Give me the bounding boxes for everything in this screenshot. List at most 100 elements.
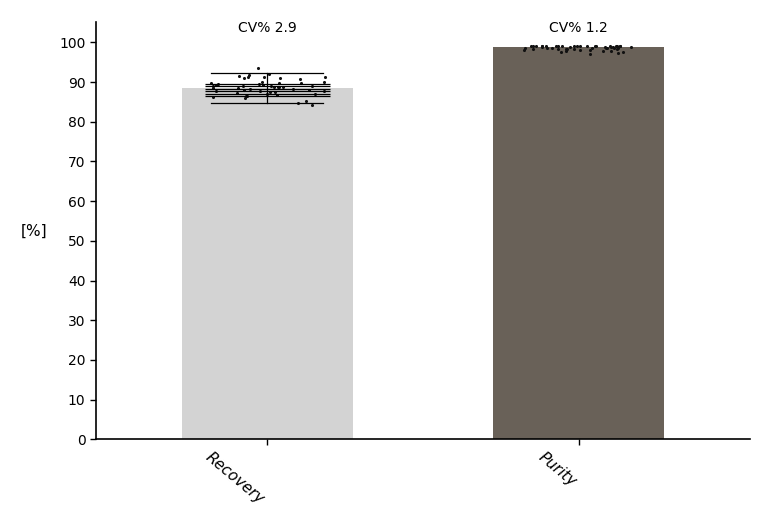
Point [207, 82, 219, 90]
Point [550, 42, 562, 50]
Point [257, 81, 269, 90]
Point [561, 45, 573, 53]
Point [240, 92, 252, 100]
Point [545, 44, 557, 52]
Point [303, 86, 315, 94]
Point [560, 47, 572, 55]
Point [231, 84, 244, 92]
Point [242, 73, 254, 82]
Point [306, 100, 318, 109]
Point [611, 41, 623, 50]
Point [608, 44, 620, 52]
Point [309, 90, 322, 98]
Point [604, 41, 617, 50]
Point [535, 43, 547, 51]
Text: CV% 2.9: CV% 2.9 [238, 21, 297, 35]
Point [239, 93, 251, 102]
Point [518, 45, 530, 54]
Point [210, 87, 222, 95]
Point [611, 44, 624, 52]
Point [530, 42, 542, 50]
Point [611, 49, 624, 58]
Point [306, 81, 318, 90]
Point [265, 81, 278, 90]
Point [625, 43, 638, 51]
Point [586, 43, 598, 52]
Point [287, 85, 299, 93]
Point [527, 41, 540, 50]
Y-axis label: [%]: [%] [21, 223, 48, 239]
Point [258, 73, 271, 81]
Point [272, 83, 284, 91]
Point [581, 41, 593, 50]
Point [318, 78, 330, 87]
Point [611, 44, 624, 53]
Point [554, 48, 567, 56]
Point [589, 41, 601, 50]
Point [251, 63, 264, 72]
Point [292, 98, 305, 107]
Point [590, 41, 602, 50]
Point [207, 84, 219, 92]
Point [567, 44, 580, 53]
Point [525, 41, 537, 50]
Point [527, 45, 540, 53]
Point [243, 71, 255, 80]
Point [610, 41, 622, 50]
Point [604, 42, 617, 51]
Point [614, 42, 626, 50]
Point [604, 46, 617, 55]
Point [601, 44, 613, 52]
Point [233, 72, 245, 80]
Point [617, 48, 629, 56]
Point [564, 42, 576, 51]
Point [244, 85, 257, 93]
Point [568, 41, 581, 50]
Point [261, 90, 273, 98]
Point [584, 49, 596, 58]
Point [274, 74, 286, 83]
Point [574, 45, 587, 54]
Point [271, 90, 283, 99]
Point [273, 83, 285, 91]
Point [211, 80, 224, 89]
Point [253, 80, 265, 88]
Text: CV% 1.2: CV% 1.2 [550, 21, 608, 35]
Point [300, 97, 312, 105]
Point [551, 41, 564, 50]
Point [237, 86, 250, 95]
Point [574, 41, 586, 50]
Point [241, 92, 254, 100]
Point [536, 41, 548, 50]
Point [238, 73, 251, 82]
Point [614, 42, 626, 50]
Point [254, 87, 267, 95]
Point [537, 41, 549, 50]
Point [571, 42, 583, 50]
Point [294, 75, 306, 83]
Point [560, 44, 572, 53]
Point [295, 79, 307, 88]
Point [205, 79, 217, 87]
Point [519, 44, 531, 53]
Point [207, 93, 220, 101]
Point [552, 44, 564, 53]
Point [584, 46, 597, 54]
Point [540, 44, 553, 52]
Point [269, 88, 281, 96]
Point [264, 88, 276, 96]
Point [556, 41, 568, 50]
Point [318, 87, 330, 95]
Point [237, 82, 249, 90]
Point [210, 80, 222, 89]
Point [268, 82, 281, 91]
Bar [182, 88, 353, 439]
Point [273, 79, 285, 87]
Point [278, 82, 290, 91]
Point [263, 70, 275, 78]
Point [597, 47, 609, 55]
Point [607, 42, 619, 51]
Point [600, 44, 612, 52]
Bar [493, 47, 665, 439]
Point [540, 41, 552, 50]
